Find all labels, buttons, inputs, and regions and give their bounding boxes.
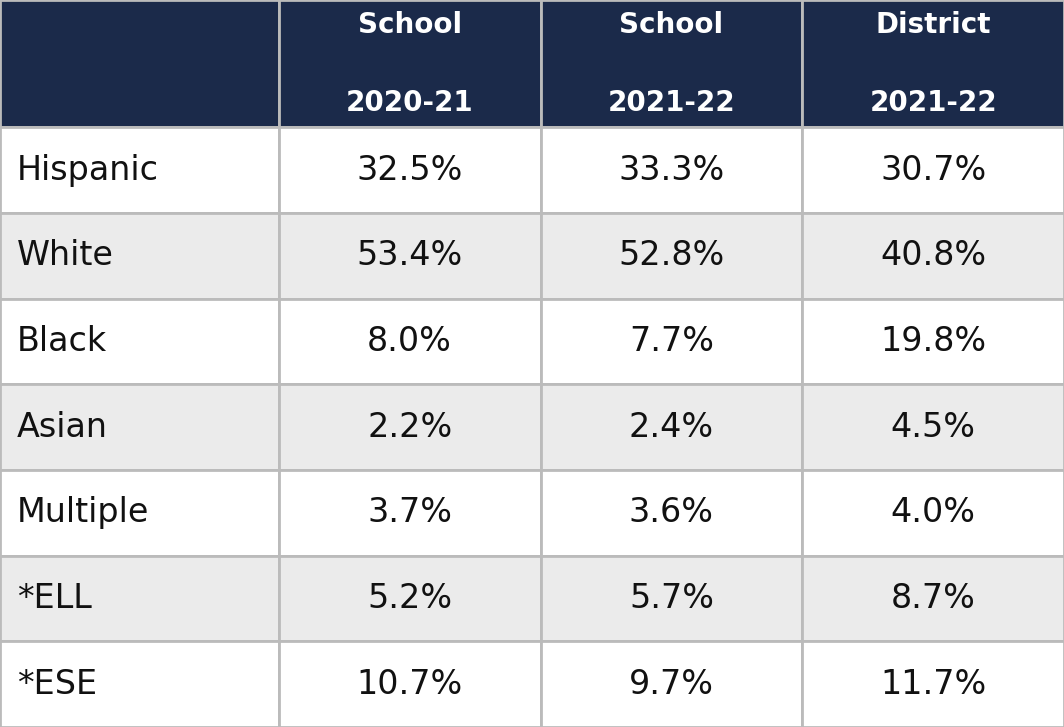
FancyBboxPatch shape <box>0 555 279 641</box>
Text: 5.7%: 5.7% <box>629 582 714 615</box>
Text: District

2021-22: District 2021-22 <box>869 11 997 116</box>
Text: School

2020-21: School 2020-21 <box>346 11 473 116</box>
FancyBboxPatch shape <box>541 299 802 385</box>
FancyBboxPatch shape <box>279 127 541 213</box>
Text: 3.7%: 3.7% <box>367 497 452 529</box>
Text: 53.4%: 53.4% <box>356 239 463 272</box>
Text: 19.8%: 19.8% <box>880 325 986 358</box>
Text: Asian: Asian <box>17 411 109 443</box>
Text: Multiple: Multiple <box>17 497 149 529</box>
FancyBboxPatch shape <box>279 470 541 555</box>
FancyBboxPatch shape <box>802 213 1064 299</box>
Text: 30.7%: 30.7% <box>880 153 986 187</box>
Text: 4.5%: 4.5% <box>891 411 976 443</box>
Text: 33.3%: 33.3% <box>618 153 725 187</box>
Text: Black: Black <box>17 325 107 358</box>
FancyBboxPatch shape <box>0 385 279 470</box>
FancyBboxPatch shape <box>279 299 541 385</box>
FancyBboxPatch shape <box>802 127 1064 213</box>
Text: 3.6%: 3.6% <box>629 497 714 529</box>
FancyBboxPatch shape <box>802 470 1064 555</box>
Text: 32.5%: 32.5% <box>356 153 463 187</box>
FancyBboxPatch shape <box>802 299 1064 385</box>
FancyBboxPatch shape <box>541 641 802 727</box>
FancyBboxPatch shape <box>0 470 279 555</box>
Text: School

2021-22: School 2021-22 <box>608 11 735 116</box>
Text: *ESE: *ESE <box>17 667 97 701</box>
Text: 8.7%: 8.7% <box>891 582 976 615</box>
FancyBboxPatch shape <box>0 127 279 213</box>
FancyBboxPatch shape <box>279 641 541 727</box>
Text: 40.8%: 40.8% <box>880 239 986 272</box>
FancyBboxPatch shape <box>541 0 802 127</box>
FancyBboxPatch shape <box>279 555 541 641</box>
Text: 5.2%: 5.2% <box>367 582 452 615</box>
FancyBboxPatch shape <box>802 555 1064 641</box>
Text: 7.7%: 7.7% <box>629 325 714 358</box>
Text: 4.0%: 4.0% <box>891 497 976 529</box>
Text: 10.7%: 10.7% <box>356 667 463 701</box>
FancyBboxPatch shape <box>802 641 1064 727</box>
FancyBboxPatch shape <box>802 0 1064 127</box>
FancyBboxPatch shape <box>541 385 802 470</box>
FancyBboxPatch shape <box>541 127 802 213</box>
Text: Hispanic: Hispanic <box>17 153 159 187</box>
Text: 52.8%: 52.8% <box>618 239 725 272</box>
FancyBboxPatch shape <box>279 0 541 127</box>
FancyBboxPatch shape <box>0 213 279 299</box>
FancyBboxPatch shape <box>0 299 279 385</box>
Text: 2.2%: 2.2% <box>367 411 452 443</box>
FancyBboxPatch shape <box>541 213 802 299</box>
FancyBboxPatch shape <box>541 470 802 555</box>
Text: *ELL: *ELL <box>17 582 92 615</box>
FancyBboxPatch shape <box>802 385 1064 470</box>
FancyBboxPatch shape <box>279 213 541 299</box>
FancyBboxPatch shape <box>0 0 279 127</box>
Text: 8.0%: 8.0% <box>367 325 452 358</box>
Text: 11.7%: 11.7% <box>880 667 986 701</box>
FancyBboxPatch shape <box>279 385 541 470</box>
Text: 2.4%: 2.4% <box>629 411 714 443</box>
FancyBboxPatch shape <box>541 555 802 641</box>
Text: 9.7%: 9.7% <box>629 667 714 701</box>
Text: White: White <box>17 239 114 272</box>
FancyBboxPatch shape <box>0 641 279 727</box>
